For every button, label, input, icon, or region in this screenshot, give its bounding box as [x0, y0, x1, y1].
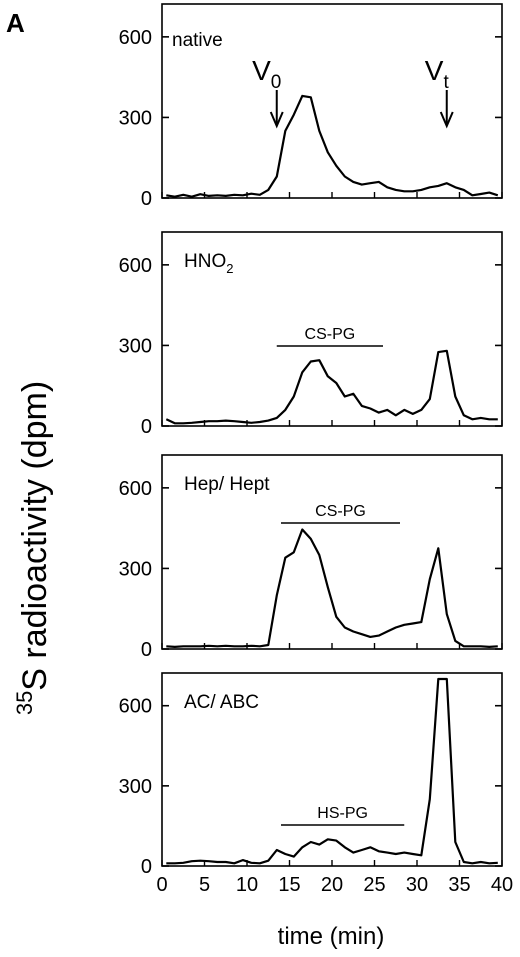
- y-axis-title-main: S radioactivity (dpm): [16, 381, 54, 691]
- svg-text:35S radioactivity (dpm): 35S radioactivity (dpm): [12, 381, 54, 715]
- marker-arrow-head: [439, 111, 454, 129]
- x-tick-label: 35: [448, 874, 470, 896]
- series-line: [166, 528, 498, 648]
- y-axis-title: 35S radioactivity (dpm): [12, 381, 54, 715]
- panel-label-subscript: 2: [226, 261, 233, 276]
- y-tick-label: 300: [119, 335, 152, 357]
- marker-arrow-head: [269, 111, 284, 129]
- x-tick-label: 40: [491, 874, 513, 896]
- figure-letter: A: [6, 8, 25, 38]
- marker-subscript: t: [443, 72, 449, 93]
- panel-label-main: HNO: [184, 251, 226, 272]
- y-tick-label: 600: [119, 478, 152, 500]
- x-tick-label: 20: [321, 874, 343, 896]
- y-tick-label: 300: [119, 107, 152, 129]
- fraction-bar-label: HS-PG: [317, 805, 368, 822]
- x-tick-label: 10: [236, 874, 258, 896]
- y-tick-label: 0: [141, 856, 152, 878]
- x-tick-label: 0: [156, 874, 167, 896]
- panel-1: 0 300 600 HNO2 CS-PG: [119, 231, 503, 438]
- y-tick-label: 600: [119, 27, 152, 49]
- panel-3: 0 300 600 0 5 10 15 20 25 30 35 40 AC/ ABC HS-PG: [119, 672, 513, 896]
- panel-label: native: [172, 30, 223, 51]
- x-tick-label: 30: [406, 874, 428, 896]
- marker-subscript: 0: [271, 72, 282, 93]
- panel-label: HNO2: [184, 251, 233, 276]
- x-tick-label: 15: [278, 874, 300, 896]
- y-tick-label: 300: [119, 776, 152, 798]
- x-tick-label: 25: [363, 874, 385, 896]
- series-line: [166, 677, 498, 865]
- panel-label: Hep/ Hept: [184, 474, 270, 495]
- y-axis-title-superscript: 35: [12, 691, 37, 715]
- y-tick-label: 600: [119, 696, 152, 718]
- y-tick-label: 0: [141, 639, 152, 661]
- panel-2: 0 300 600 Hep/ Hept CS-PG: [119, 454, 503, 661]
- x-axis-title: time (min): [278, 923, 385, 950]
- y-tick-label: 0: [141, 416, 152, 438]
- series-line: [165, 349, 498, 425]
- panel-label: AC/ ABC: [184, 692, 259, 713]
- x-tick-label: 5: [199, 874, 210, 896]
- fraction-bar-label: CS-PG: [315, 503, 366, 520]
- marker-letter: V: [425, 55, 444, 86]
- y-tick-label: 600: [119, 255, 152, 277]
- series-line: [166, 94, 499, 198]
- void-volume-marker: Vt: [425, 55, 450, 93]
- y-tick-label: 0: [141, 188, 152, 210]
- fraction-bar-label: CS-PG: [305, 326, 356, 343]
- y-tick-label: 300: [119, 558, 152, 580]
- marker-letter: V: [252, 55, 271, 86]
- void-volume-marker: V0: [252, 55, 281, 93]
